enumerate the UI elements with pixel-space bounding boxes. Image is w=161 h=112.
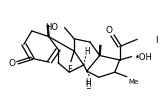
Text: Me: Me <box>128 78 139 84</box>
Text: O: O <box>105 26 112 35</box>
Text: H: H <box>85 77 91 86</box>
Text: H: H <box>84 46 90 55</box>
Text: HO: HO <box>45 23 58 32</box>
Text: •OH: •OH <box>135 53 153 62</box>
Text: F: F <box>67 64 72 73</box>
Text: H̲: H̲ <box>85 78 91 87</box>
Text: I: I <box>155 36 157 45</box>
Text: O: O <box>8 59 15 68</box>
